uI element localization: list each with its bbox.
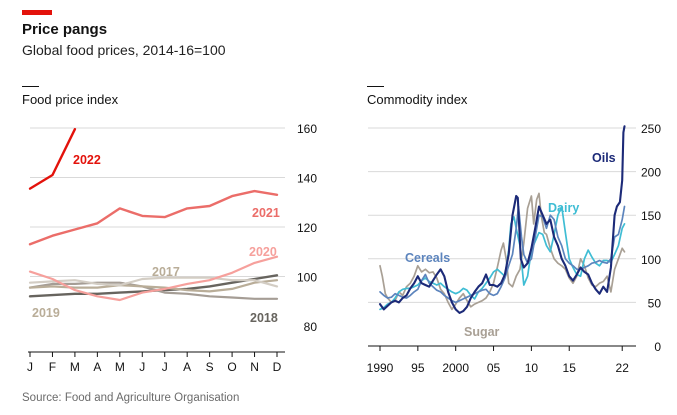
left-panel-rule bbox=[22, 86, 39, 87]
left-xtick-label-3: A bbox=[93, 360, 101, 374]
right-ytick-label-100: 100 bbox=[641, 253, 661, 267]
right-xtick-label-4: 10 bbox=[525, 361, 539, 375]
right-xtick-label-2: 2000 bbox=[442, 361, 469, 375]
left-panel-title: Food price index bbox=[22, 92, 119, 107]
left-xtick-label-11: D bbox=[273, 360, 282, 374]
series-line-sugar bbox=[379, 192, 626, 311]
series-label-oils: Oils bbox=[592, 151, 616, 165]
right-xtick-label-6: 22 bbox=[616, 361, 630, 375]
right-ytick-label-200: 200 bbox=[641, 166, 661, 180]
series-line-2020 bbox=[28, 255, 279, 302]
left-ytick-label-100: 100 bbox=[297, 271, 317, 285]
series-label-dairy: Dairy bbox=[548, 201, 579, 215]
right-panel-rule bbox=[367, 86, 384, 87]
left-xtick-label-10: N bbox=[250, 360, 259, 374]
series-label-2021: 2021 bbox=[252, 206, 280, 220]
right-panel-title: Commodity index bbox=[367, 92, 468, 107]
series-line-cereals bbox=[379, 205, 626, 304]
brand-accent-bar bbox=[22, 10, 52, 15]
left-ytick-label-140: 140 bbox=[297, 172, 317, 186]
left-xtick-label-9: O bbox=[227, 360, 236, 374]
right-ytick-label-250: 250 bbox=[641, 122, 661, 136]
left-xtick-label-6: J bbox=[162, 360, 168, 374]
right-ytick-label-50: 50 bbox=[648, 296, 662, 310]
right-ytick-label-0: 0 bbox=[654, 340, 661, 354]
right-ytick-label-150: 150 bbox=[641, 209, 661, 223]
left-xtick-label-1: F bbox=[49, 360, 56, 374]
series-label-2018: 2018 bbox=[250, 311, 278, 325]
series-line-oils bbox=[378, 125, 626, 314]
left-ytick-label-120: 120 bbox=[297, 221, 317, 235]
right-xtick-label-0: 1990 bbox=[367, 361, 394, 375]
left-xtick-label-5: J bbox=[139, 360, 145, 374]
series-label-2019: 2019 bbox=[32, 306, 60, 320]
series-line-2021 bbox=[28, 189, 279, 246]
series-line-2022 bbox=[28, 127, 77, 190]
left-ytick-label-160: 160 bbox=[297, 122, 317, 136]
series-line-2018 bbox=[28, 281, 279, 300]
series-label-cereals: Cereals bbox=[405, 251, 450, 265]
series-label-sugar: Sugar bbox=[464, 325, 500, 339]
series-label-2017: 2017 bbox=[152, 265, 180, 279]
left-xtick-label-8: S bbox=[206, 360, 214, 374]
left-xtick-label-7: A bbox=[183, 360, 191, 374]
right-xtick-label-1: 95 bbox=[411, 361, 425, 375]
chart-title: Price pangs bbox=[22, 21, 108, 38]
right-xtick-label-5: 15 bbox=[563, 361, 577, 375]
source-note: Source: Food and Agriculture Organisatio… bbox=[22, 392, 240, 404]
series-line-2017 bbox=[28, 276, 279, 288]
left-ytick-label-80: 80 bbox=[304, 320, 318, 334]
right-xtick-label-3: 05 bbox=[487, 361, 501, 375]
chart-subtitle: Global food prices, 2014-16=100 bbox=[22, 42, 226, 58]
series-label-2020: 2020 bbox=[249, 245, 277, 259]
series-label-2022: 2022 bbox=[73, 153, 101, 167]
left-xtick-label-0: J bbox=[27, 360, 33, 374]
left-xtick-label-4: M bbox=[115, 360, 125, 374]
left-xtick-label-2: M bbox=[70, 360, 80, 374]
